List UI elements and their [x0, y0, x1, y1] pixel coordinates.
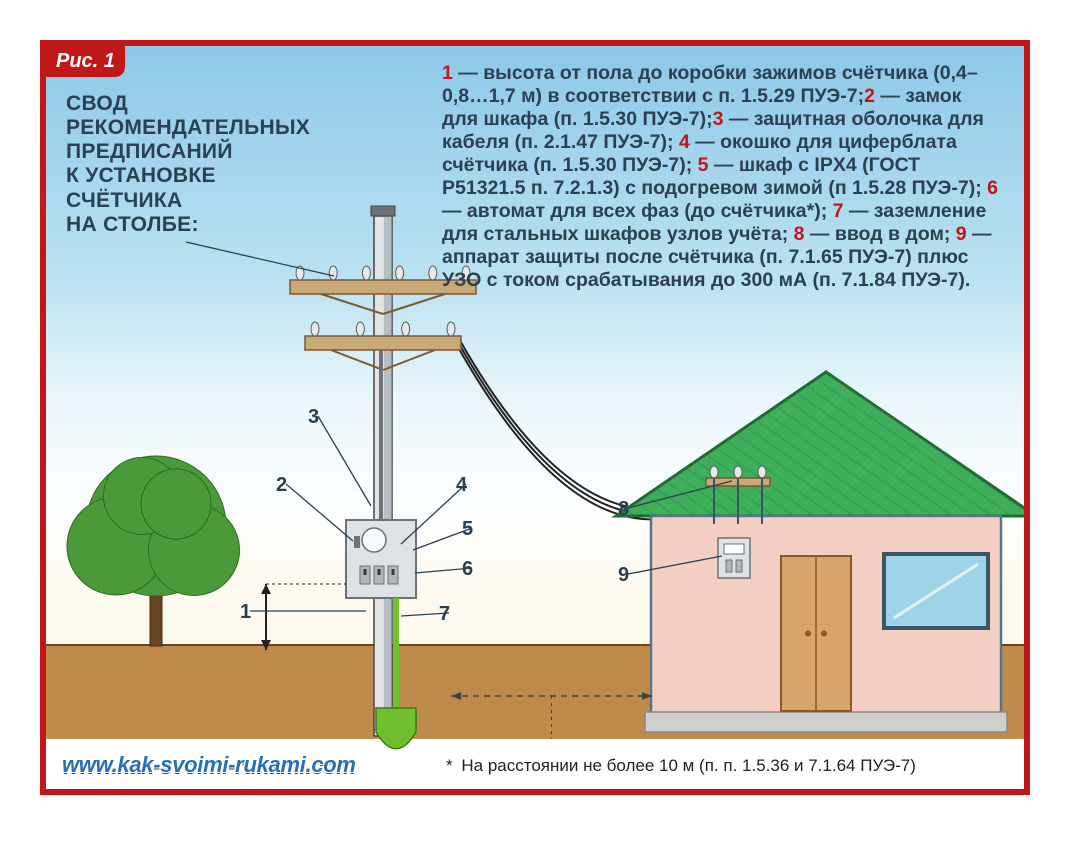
callout-number: 6 — [462, 558, 473, 581]
insulator-icon — [329, 266, 337, 280]
title-line: РЕКОМЕНДАТЕЛЬНЫХ — [66, 116, 326, 140]
title-line: НА СТОЛБЕ: — [66, 213, 326, 237]
footnote: * На расстоянии не более 10 м (п. п. 1.5… — [446, 756, 916, 776]
legend: 1 — высота от пола до коробки зажимов сч… — [442, 62, 1002, 292]
meter-window-icon — [362, 528, 386, 552]
pole-cap — [371, 206, 395, 216]
title: СВОД РЕКОМЕНДАТЕЛЬНЫХ ПРЕДПИСАНИЙ К УСТА… — [66, 92, 326, 237]
callout-number: 5 — [462, 518, 473, 541]
page: Рис. 1 СВОД РЕКОМЕНДАТЕЛЬНЫХ ПРЕДПИСАНИЙ… — [0, 0, 1073, 851]
callout-leader — [286, 484, 353, 541]
insulator-icon — [362, 266, 370, 280]
insulator-icon — [429, 266, 437, 280]
ground-electrode — [376, 708, 416, 749]
footnote-star: * — [446, 756, 453, 775]
callout-number: 4 — [456, 474, 467, 497]
tree-foliage — [141, 469, 211, 539]
insulator-icon — [447, 322, 455, 336]
figure-label: Рис. 1 — [46, 46, 125, 77]
insulator-icon — [734, 466, 742, 478]
house-roof — [616, 372, 1024, 516]
insulator-icon — [402, 322, 410, 336]
callout-number: 9 — [618, 564, 629, 587]
lock-icon — [354, 536, 360, 548]
callout-number: 8 — [618, 498, 629, 521]
title-line: К УСТАНОВКЕ — [66, 164, 326, 188]
callout-number: 7 — [439, 603, 450, 626]
insulator-icon — [356, 322, 364, 336]
callout-leader — [318, 416, 371, 506]
crossarm — [305, 336, 461, 350]
insulator-icon — [758, 466, 766, 478]
house-foundation — [645, 712, 1007, 732]
title-line: СВОД — [66, 92, 326, 116]
callout-number: 2 — [276, 474, 287, 497]
title-line: СЧЁТЧИКА — [66, 189, 326, 213]
insulator-icon — [311, 322, 319, 336]
diagram-frame: Рис. 1 СВОД РЕКОМЕНДАТЕЛЬНЫХ ПРЕДПИСАНИЙ… — [40, 40, 1030, 795]
footnote-text: На расстоянии не более 10 м (п. п. 1.5.3… — [461, 756, 916, 775]
watermark-url: www.kak-svoimi-rukami.com — [62, 752, 356, 778]
callout-number: 3 — [308, 406, 319, 429]
insulator-icon — [710, 466, 718, 478]
title-leader — [186, 242, 334, 276]
insulator-icon — [396, 266, 404, 280]
title-line: ПРЕДПИСАНИЙ — [66, 140, 326, 164]
callout-number: 1 — [240, 601, 251, 624]
